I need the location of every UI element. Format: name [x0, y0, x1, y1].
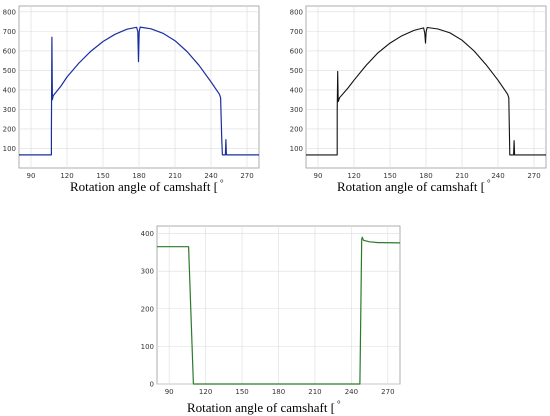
y-tick-label: 300 — [3, 106, 16, 114]
series-line — [157, 236, 401, 385]
y-tick-label: 400 — [3, 86, 16, 94]
series-line — [306, 26, 546, 156]
x-axis-unit: ° — [487, 178, 491, 188]
y-tick-label: 400 — [290, 86, 303, 94]
y-axis-ticks: 100 200 300 400 500 600 700 800 — [3, 8, 16, 153]
x-tick-label: 150 — [96, 172, 109, 180]
y-tick-label: 500 — [3, 67, 16, 75]
y-axis-ticks: 100 200 300 400 500 600 700 800 — [290, 8, 303, 153]
x-tick-label: 180 — [132, 172, 145, 180]
x-tick-label: 210 — [308, 388, 321, 396]
x-axis-unit: ° — [220, 178, 224, 188]
y-tick-label: 700 — [290, 28, 303, 36]
x-axis-label: Rotation angle of camshaft [ — [70, 179, 218, 194]
y-tick-label: 200 — [141, 305, 154, 313]
x-tick-label: 270 — [381, 388, 394, 396]
x-tick-label: 240 — [491, 172, 504, 180]
x-tick-label: 210 — [168, 172, 181, 180]
y-tick-label: 100 — [290, 145, 303, 153]
y-tick-label: 200 — [3, 125, 16, 133]
y-axis-ticks: 0 100 200 300 400 — [141, 230, 154, 388]
x-axis-unit: ° — [337, 399, 341, 409]
x-tick-label: 90 — [314, 172, 323, 180]
x-tick-label: 240 — [204, 172, 217, 180]
x-tick-label: 270 — [240, 172, 253, 180]
y-tick-label: 800 — [290, 8, 303, 16]
y-tick-label: 200 — [290, 125, 303, 133]
y-tick-label: 700 — [3, 28, 16, 36]
x-tick-label: 270 — [527, 172, 540, 180]
x-tick-label: 90 — [27, 172, 36, 180]
chart-bottom: 90 120 150 180 210 240 270 0 100 200 300 400 Rotat… — [141, 225, 401, 415]
x-tick-label: 180 — [272, 388, 285, 396]
y-tick-label: 0 — [150, 381, 154, 389]
x-tick-label: 180 — [419, 172, 432, 180]
grid — [19, 6, 259, 168]
x-tick-label: 150 — [383, 172, 396, 180]
x-tick-label: 240 — [345, 388, 358, 396]
x-tick-label: 120 — [199, 388, 212, 396]
x-tick-label: 90 — [165, 388, 174, 396]
x-tick-label: 150 — [235, 388, 248, 396]
y-tick-label: 300 — [141, 268, 154, 276]
x-axis-label: Rotation angle of camshaft [ — [337, 179, 485, 194]
y-tick-label: 600 — [3, 47, 16, 55]
series-line — [19, 26, 259, 156]
chart-top-left: 90 120 150 180 210 240 270 100 200 300 400 500 600 7… — [3, 5, 260, 194]
y-tick-label: 500 — [290, 67, 303, 75]
x-axis-ticks: 90 120 150 180 210 240 270 — [165, 388, 395, 396]
y-tick-label: 100 — [3, 145, 16, 153]
x-tick-label: 120 — [60, 172, 73, 180]
x-tick-label: 210 — [455, 172, 468, 180]
y-tick-label: 600 — [290, 47, 303, 55]
y-tick-label: 300 — [290, 106, 303, 114]
x-axis-ticks: 90 120 150 180 210 240 270 — [314, 172, 541, 180]
chart-top-right: 90 120 150 180 210 240 270 100 200 300 400 500 600 7… — [290, 5, 547, 194]
x-axis-ticks: 90 120 150 180 210 240 270 — [27, 172, 254, 180]
x-axis-label: Rotation angle of camshaft [ — [187, 400, 335, 415]
y-tick-label: 400 — [141, 230, 154, 238]
y-tick-label: 100 — [141, 343, 154, 351]
x-tick-label: 120 — [347, 172, 360, 180]
y-tick-label: 800 — [3, 8, 16, 16]
